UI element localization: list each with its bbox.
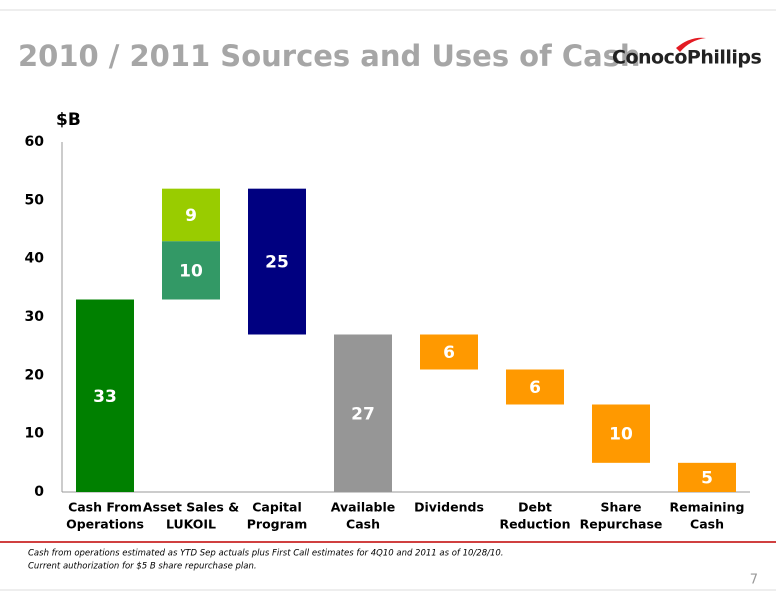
- y-tick-label: 20: [25, 367, 45, 383]
- value-label: 6: [443, 343, 455, 363]
- x-tick-label: Operations: [66, 517, 144, 532]
- x-tick-label: Share: [601, 500, 642, 515]
- x-tick-label: Cash From: [68, 500, 142, 515]
- x-tick-label: Reduction: [499, 517, 570, 532]
- x-tick-label: Repurchase: [580, 517, 663, 532]
- y-axis-label: $B: [56, 110, 81, 130]
- bar: [248, 188, 306, 335]
- page-number: 7: [750, 573, 758, 588]
- bar: [334, 334, 392, 492]
- x-tick-label: LUKOIL: [166, 517, 216, 532]
- value-label: 10: [609, 425, 633, 445]
- footnote: Current authorization for $5 B share rep…: [28, 562, 257, 572]
- bar: [162, 241, 220, 300]
- value-label: 27: [351, 404, 375, 424]
- x-tick-label: Capital: [252, 500, 302, 515]
- bar: [76, 299, 134, 492]
- x-tick-label: Debt: [518, 500, 552, 515]
- bar: [420, 334, 478, 370]
- y-tick-label: 50: [25, 192, 45, 208]
- value-label: 6: [529, 378, 541, 398]
- x-tick-label: Available: [331, 500, 396, 515]
- slide-title: 2010 / 2011 Sources and Uses of Cash: [18, 39, 641, 73]
- x-tick-label: Cash: [690, 517, 724, 532]
- bar: [592, 404, 650, 463]
- value-label: 5: [701, 468, 713, 488]
- footnote: Cash from operations estimated as YTD Se…: [28, 549, 504, 559]
- y-tick-label: 60: [25, 134, 45, 150]
- bar: [506, 369, 564, 405]
- bar: [678, 462, 736, 492]
- y-tick-label: 30: [25, 309, 45, 325]
- y-tick-label: 40: [25, 251, 45, 267]
- x-tick-label: Dividends: [414, 500, 484, 515]
- plot: 0 10 20 30 40 50 60 33 Cash From Operations 10 9 Ass…: [25, 134, 750, 532]
- value-label: 25: [265, 253, 289, 273]
- y-tick-label: 0: [34, 484, 44, 500]
- logo: ConocoPhillips: [612, 47, 761, 69]
- x-tick-label: Asset Sales &: [143, 500, 239, 515]
- value-label: 9: [185, 206, 197, 226]
- value-label: 33: [93, 387, 117, 407]
- logo-mark: [676, 37, 706, 52]
- x-tick-label: Cash: [346, 517, 380, 532]
- x-tick-label: Program: [247, 517, 308, 532]
- y-tick-label: 10: [25, 426, 45, 442]
- x-tick-label: Remaining: [670, 500, 745, 515]
- value-label: 10: [179, 261, 203, 281]
- bar: [162, 188, 220, 242]
